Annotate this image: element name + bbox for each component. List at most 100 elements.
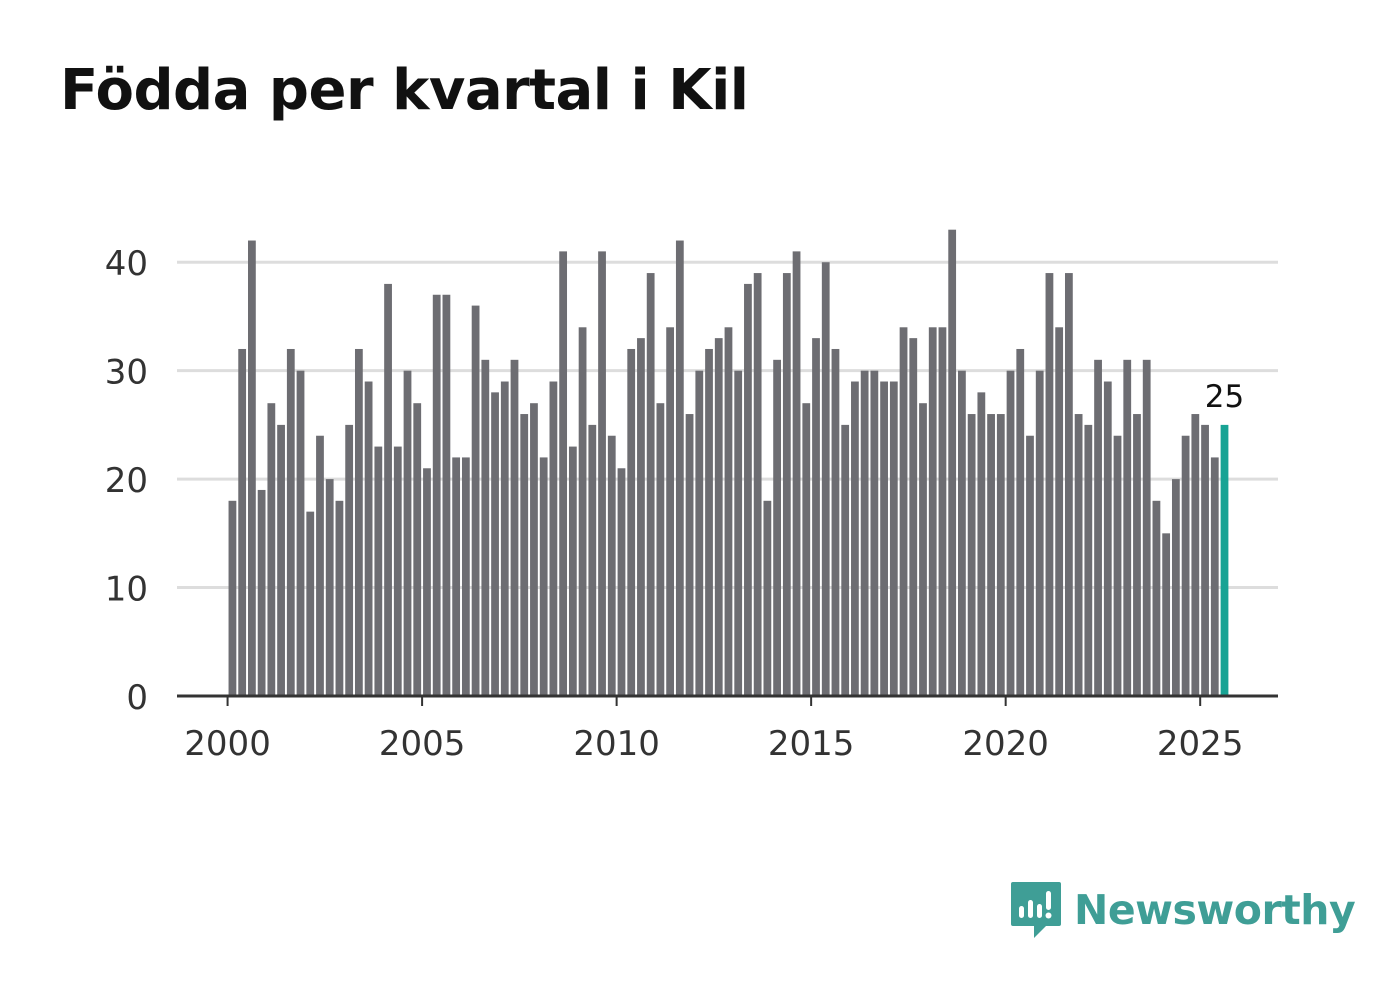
bar [617, 468, 626, 696]
bar [578, 327, 587, 696]
bar [851, 381, 859, 696]
bar [607, 435, 616, 696]
chart-title: Födda per kvartal i Kil [60, 58, 749, 123]
bar [773, 359, 781, 696]
bar [1035, 370, 1044, 696]
bar [1006, 370, 1015, 696]
bar [1142, 359, 1151, 696]
newsworthy-logo-icon [1011, 882, 1061, 938]
bar [277, 424, 285, 696]
newsworthy-logo: Newsworthy [1010, 878, 1356, 942]
bar [1152, 500, 1161, 696]
bar [491, 392, 499, 696]
bar [889, 381, 898, 696]
bar [1210, 457, 1219, 696]
bar [442, 294, 451, 696]
bar [588, 424, 597, 696]
bar [549, 381, 558, 696]
bar [782, 273, 791, 696]
bar [958, 370, 966, 696]
bar [1103, 381, 1112, 696]
bar [471, 305, 480, 696]
bar [1162, 533, 1171, 696]
data-label: 25 [1205, 379, 1244, 415]
bar [539, 457, 548, 696]
x-tick-label: 2015 [768, 724, 855, 764]
bar [812, 338, 820, 696]
bar [1181, 435, 1190, 696]
bar [238, 348, 247, 696]
bar [1201, 424, 1209, 696]
y-tick-label: 20 [105, 461, 148, 501]
bar [1171, 479, 1180, 696]
bar [724, 327, 733, 696]
bar [559, 251, 568, 696]
bar [1084, 424, 1093, 696]
bar [977, 392, 986, 696]
bar [987, 414, 995, 696]
bar [316, 435, 324, 696]
x-tick-label: 2005 [379, 724, 466, 764]
bar [646, 273, 655, 696]
bar [481, 359, 490, 696]
bar [520, 414, 529, 696]
bar [734, 370, 743, 696]
bar [792, 251, 801, 696]
bar [286, 348, 295, 696]
bar [257, 489, 266, 696]
bar [666, 327, 675, 696]
bar [909, 338, 918, 696]
axes [177, 694, 1278, 706]
bar [345, 424, 354, 696]
bar [880, 381, 888, 696]
bar [598, 251, 606, 696]
bar [714, 338, 723, 696]
bar [948, 229, 957, 696]
bar [1045, 273, 1054, 696]
y-tick-label: 0 [126, 678, 148, 718]
bar [928, 327, 937, 696]
bar [841, 424, 850, 696]
bar [500, 381, 509, 696]
brand-name: Newsworthy [1074, 886, 1356, 934]
bar [364, 381, 373, 696]
bar [248, 240, 256, 697]
bar [899, 327, 908, 696]
bar [763, 500, 772, 696]
bar [296, 370, 305, 696]
bar [831, 348, 840, 696]
bar [802, 403, 811, 696]
bars [228, 229, 1229, 697]
bar [1191, 414, 1200, 696]
bar [267, 403, 276, 696]
x-tick-label: 2000 [184, 724, 271, 764]
bar [870, 370, 879, 696]
bar [306, 511, 315, 696]
bar [860, 370, 869, 696]
bar [393, 446, 402, 696]
bar [1055, 327, 1064, 696]
bar [1064, 273, 1073, 696]
bar [821, 262, 830, 696]
bar [432, 294, 441, 696]
bar [656, 403, 665, 696]
bar [461, 457, 470, 696]
bar [637, 338, 645, 696]
bar [325, 479, 334, 696]
bar [967, 414, 976, 696]
bar [685, 414, 694, 696]
tick-labels: 0 10 20 30 40 2000 2005 2010 2015 2020 2025 25 [105, 244, 1247, 764]
bar [1133, 414, 1141, 696]
y-tick-label: 10 [105, 570, 148, 610]
bar [413, 403, 422, 696]
bar [705, 348, 713, 696]
bar [403, 370, 412, 696]
x-tick-label: 2020 [962, 724, 1049, 764]
bar [996, 414, 1005, 696]
bar [1113, 435, 1122, 696]
x-tick-label: 2010 [573, 724, 660, 764]
y-tick-label: 30 [105, 353, 148, 393]
bar [228, 500, 237, 696]
bar [354, 348, 363, 696]
